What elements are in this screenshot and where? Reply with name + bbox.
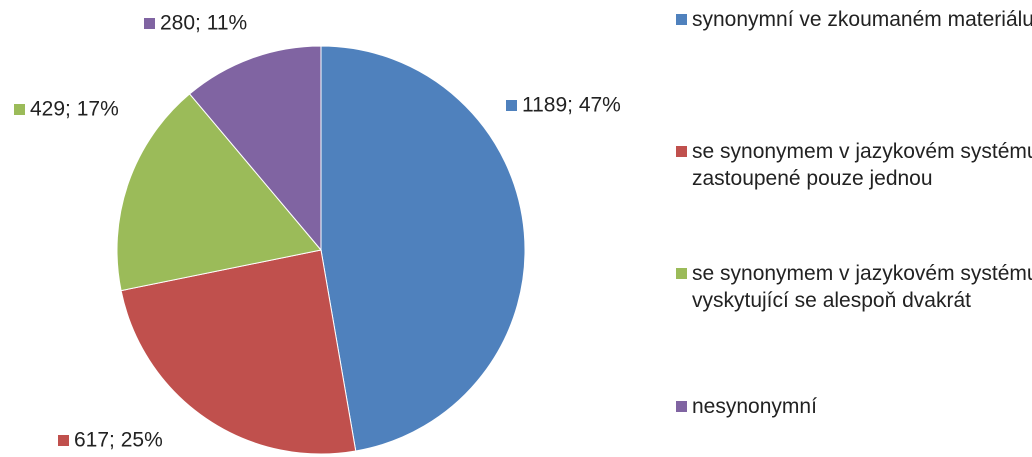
pie-slice [188,45,322,252]
pie-slice [320,45,526,452]
legend-entry: se synonymem v jazykovém systému zastoup… [676,138,1032,192]
legend-entry: synonymní ve zkoumaném materiálu [676,6,1032,33]
legend-swatch [676,401,687,412]
legend-swatch [676,268,687,279]
legend-swatch [676,146,687,157]
pie-slice [120,249,357,455]
data-label: 1189; 47% [522,94,621,117]
legend-label: nesynonymní [692,395,817,418]
pie-slice [116,93,322,292]
legend-label: se synonymem v jazykovém systému zastoup… [692,140,1032,190]
label-swatch [506,100,517,111]
legend-swatch [676,14,687,25]
data-label: 429; 17% [30,98,119,121]
label-swatch [58,435,69,446]
label-swatch [14,104,25,115]
legend-entry: se synonymem v jazykovém systému vyskytu… [676,260,1032,314]
legend-entry: nesynonymní [676,393,1032,420]
data-label: 280; 11% [160,12,247,35]
label-swatch [144,18,155,29]
legend-label: se synonymem v jazykovém systému vyskytu… [692,262,1032,312]
data-label: 617; 25% [74,429,163,452]
legend-label: synonymní ve zkoumaném materiálu [692,8,1032,31]
